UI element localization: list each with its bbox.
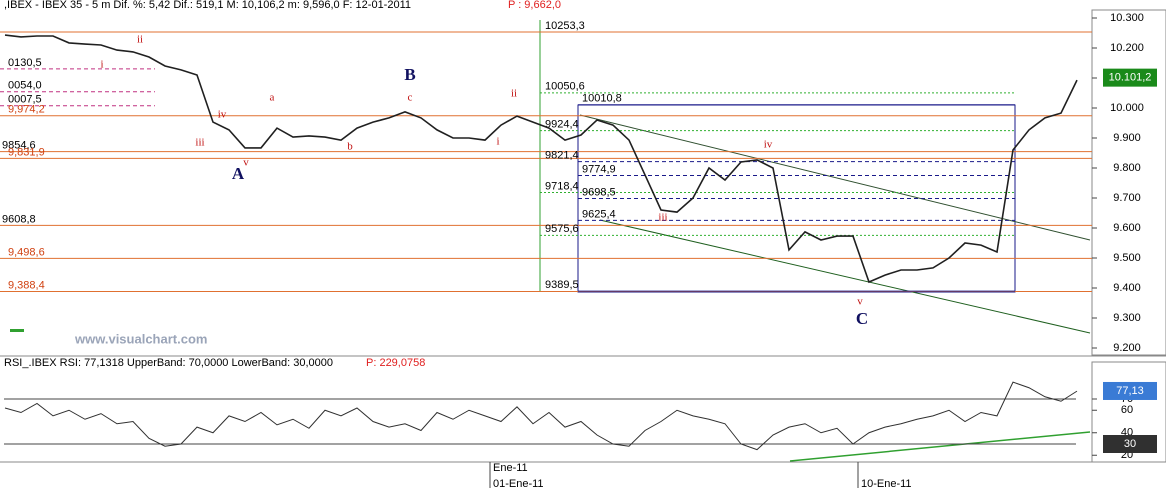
value-tag-label: 30	[1124, 438, 1136, 450]
rsi-title-price: P: 229,0758	[366, 357, 425, 369]
level-label: 10050,6	[545, 81, 585, 93]
watermark: www.visualchart.com	[74, 331, 207, 346]
level-label: 9,388,4	[8, 279, 45, 291]
level-label: 9854,6	[2, 140, 36, 152]
wave-label: i	[496, 136, 499, 148]
value-tag	[1103, 381, 1157, 400]
header-price: P : 9,662,0	[508, 0, 561, 11]
level-label: 9,974,2	[8, 104, 45, 116]
wave-label: iv	[218, 109, 227, 121]
level-label: 9389,5	[545, 279, 579, 291]
value-tag	[1103, 435, 1157, 453]
rsi-line	[4, 381, 1078, 451]
level-label: 9575,6	[545, 223, 579, 235]
wave-label: b	[347, 141, 353, 153]
x-tick-label: 10-Ene-11	[861, 478, 912, 490]
y-tick-label: 9.200	[1113, 342, 1141, 354]
x-tick-label: 01-Ene-11	[493, 478, 544, 490]
level-label: 9625,4	[582, 208, 616, 220]
level-label: 9774,9	[582, 163, 616, 175]
y-tick-label: 9.900	[1113, 132, 1141, 144]
wave-label: iv	[764, 139, 773, 151]
value-tag-label: 10.101,2	[1109, 72, 1152, 84]
level-label: 0007,5	[8, 94, 42, 106]
wave-label: v	[857, 296, 863, 308]
y-tick-label: 9.500	[1113, 252, 1141, 264]
wave-label: ii	[511, 88, 517, 100]
wave-label: iii	[658, 212, 667, 224]
wave-label: c	[408, 92, 413, 104]
y-tick-label: 60	[1121, 404, 1133, 416]
level-label: 9924,4	[545, 119, 579, 131]
price-axis-area	[1091, 9, 1166, 356]
y-tick-label: 9.600	[1113, 222, 1141, 234]
y-tick-label: 9.800	[1113, 162, 1141, 174]
level-label: 0054,0	[8, 80, 42, 92]
marker-icon	[10, 329, 24, 332]
level-label: 9608,8	[2, 213, 36, 225]
wave-label: ii	[137, 34, 143, 46]
channel-upper	[579, 114, 1091, 241]
wave-label: B	[404, 65, 415, 84]
wave-label: i	[100, 59, 103, 71]
price-line	[4, 34, 1078, 284]
level-label: 9821,4	[545, 149, 579, 161]
x-period-label: Ene-11	[493, 462, 528, 474]
level-label: 9718,4	[545, 180, 579, 192]
wave-label: C	[856, 309, 868, 328]
level-label: 9698,5	[582, 186, 616, 198]
rsi-title: RSI_.IBEX RSI: 77,1318 UpperBand: 70,000…	[4, 357, 333, 369]
value-tag-label: 77,13	[1116, 385, 1144, 397]
level-label: 9,498,6	[8, 246, 45, 258]
channel-lower	[599, 219, 1091, 334]
y-tick-label: 10.000	[1110, 102, 1144, 114]
y-tick-label: 9.700	[1113, 192, 1141, 204]
rsi-trendline	[789, 431, 1091, 462]
wave-label: iii	[195, 137, 204, 149]
wave-label: v	[243, 157, 249, 169]
level-label: 10253,3	[545, 20, 585, 32]
level-label: 9,831,9	[8, 146, 45, 158]
level-label: 0130,5	[8, 57, 42, 69]
y-tick-label: 10.200	[1110, 42, 1144, 54]
level-label: 10010,8	[582, 93, 622, 105]
wave-label: a	[270, 92, 275, 104]
y-tick-label: 10.300	[1110, 12, 1144, 24]
header: ,IBEX - IBEX 35 - 5 m Dif. %: 5,42 Dif.:…	[4, 0, 411, 11]
wave-label: A	[232, 164, 245, 183]
value-tag	[1103, 68, 1157, 87]
y-tick-label: 9.300	[1113, 312, 1141, 324]
y-tick-label: 9.400	[1113, 282, 1141, 294]
